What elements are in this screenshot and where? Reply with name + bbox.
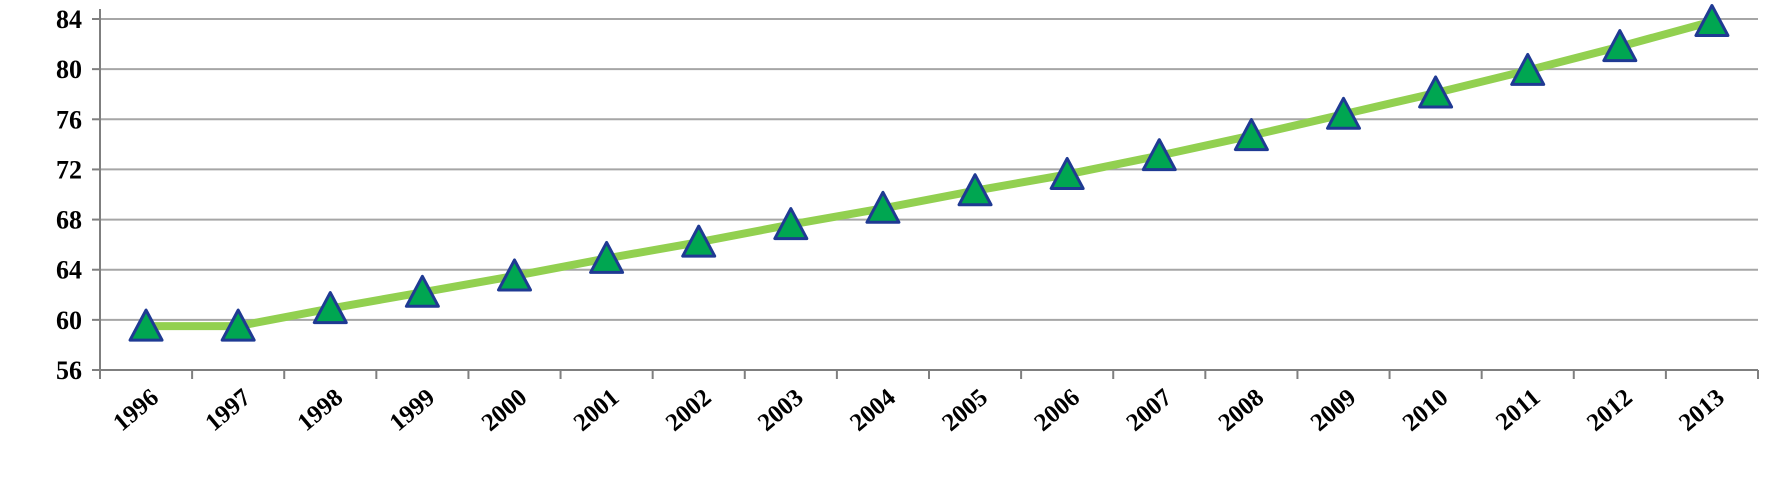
x-tick-label: 2013 — [1674, 384, 1730, 437]
x-tick-label: 2003 — [753, 384, 809, 437]
x-tick-label: 2004 — [845, 384, 901, 437]
x-tick-label: 1998 — [292, 384, 348, 437]
x-tick-label: 2012 — [1582, 384, 1638, 437]
x-tick-label: 2006 — [1029, 384, 1085, 437]
x-tick-label: 2002 — [661, 384, 717, 437]
x-tick-label: 2010 — [1398, 384, 1454, 437]
x-tick-label: 2011 — [1491, 384, 1546, 436]
data-point-marker — [128, 308, 164, 342]
data-point-marker — [312, 291, 348, 325]
y-tick-label: 64 — [56, 256, 82, 285]
y-tick-label: 76 — [56, 105, 82, 134]
y-tick-label: 56 — [56, 356, 82, 385]
y-tick-labels: 56 60 64 68 72 76 80 84 — [56, 5, 82, 385]
data-point-marker — [1326, 96, 1361, 130]
data-point-marker — [220, 308, 256, 342]
x-tick-label: 1997 — [200, 384, 256, 437]
axes — [99, 9, 1758, 371]
gridlines — [92, 18, 1759, 379]
y-tick-label: 84 — [56, 5, 82, 34]
data-point-marker — [865, 190, 901, 224]
data-point-marker — [1233, 118, 1269, 152]
x-tick-label: 2008 — [1214, 384, 1270, 437]
x-tick-label: 1996 — [108, 384, 164, 437]
data-point-marker — [497, 258, 532, 292]
data-point-marker — [1602, 29, 1638, 63]
y-tick-label: 80 — [56, 55, 82, 84]
series-group — [128, 4, 1730, 342]
y-tick-label: 72 — [56, 155, 82, 184]
x-tick-label: 2001 — [569, 384, 625, 437]
x-tick-label: 2000 — [477, 384, 533, 437]
data-point-marker — [773, 207, 809, 241]
data-point-marker — [404, 274, 440, 308]
data-point-marker — [957, 173, 993, 207]
x-tick-label: 1999 — [385, 384, 441, 437]
data-point-marker — [589, 240, 625, 274]
data-point-marker — [1049, 156, 1085, 190]
x-tick-label: 2007 — [1121, 384, 1177, 437]
data-point-marker — [1141, 138, 1177, 172]
y-tick-label: 68 — [56, 206, 82, 235]
x-tick-label: 2005 — [937, 384, 993, 437]
data-point-marker — [1510, 52, 1546, 86]
data-point-marker — [1418, 75, 1454, 109]
data-point-marker — [681, 224, 717, 258]
x-tick-label: 2009 — [1306, 384, 1362, 437]
series-line — [142, 17, 1716, 331]
y-tick-label: 60 — [56, 306, 82, 335]
data-point-marker — [1694, 4, 1730, 38]
x-tick-labels: 1996 1997 1998 1999 2000 2001 2002 2003 2004 2005… — [108, 384, 1730, 437]
